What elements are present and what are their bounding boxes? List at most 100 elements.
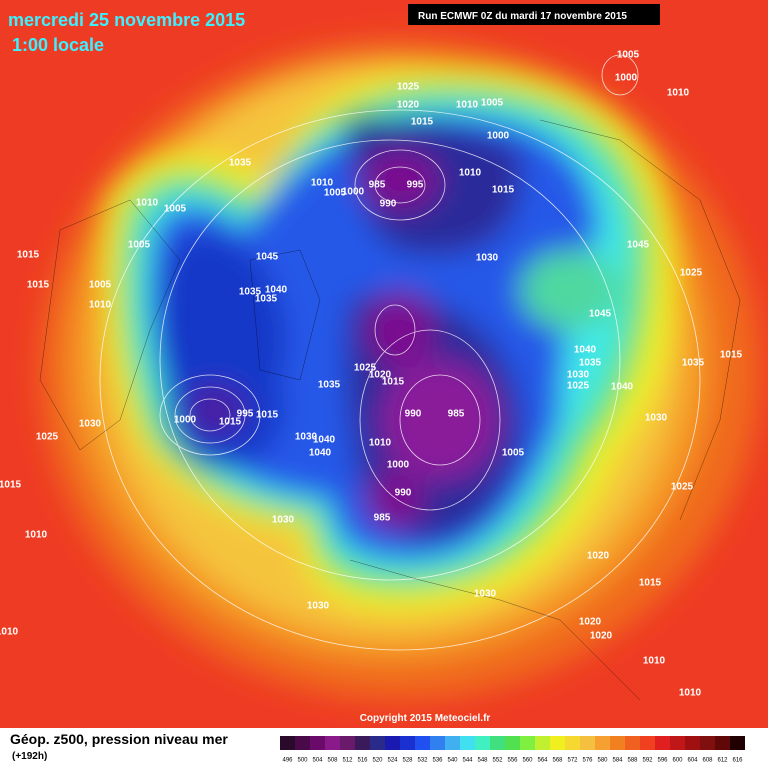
isobar-label: 1015 <box>0 480 22 491</box>
scale-label: 540 <box>447 758 458 764</box>
scale-swatch <box>370 736 385 750</box>
scale-label: 584 <box>612 758 623 764</box>
scale-label: 608 <box>702 758 713 764</box>
scale-label: 512 <box>342 758 353 764</box>
scale-swatch <box>670 736 685 750</box>
isobar-label: 1010 <box>679 688 702 699</box>
scale-swatch <box>580 736 595 750</box>
isobar-label: 1015 <box>382 377 405 388</box>
scale-swatch <box>640 736 655 750</box>
scale-swatch <box>520 736 535 750</box>
isobar-label: 1035 <box>682 358 705 369</box>
isobar-label: 1010 <box>0 627 19 638</box>
scale-label: 496 <box>282 758 293 764</box>
isobar-label: 1035 <box>255 294 278 305</box>
isobar-label: 1000 <box>174 415 197 426</box>
isobar-label: 1015 <box>492 185 515 196</box>
isobar-label: 1035 <box>229 158 252 169</box>
isobars <box>99 54 701 651</box>
scale-label: 532 <box>417 758 428 764</box>
isobar-label: 1030 <box>474 589 497 600</box>
isobar-label: 1010 <box>136 198 159 209</box>
isobar-label: 1005 <box>164 204 187 215</box>
scale-label: 592 <box>642 758 653 764</box>
isobar-label: 1035 <box>318 380 341 391</box>
isobar-label: 1010 <box>456 100 479 111</box>
isobar-label: 1000 <box>387 460 410 471</box>
isobar-label: 990 <box>380 199 397 210</box>
isobar-label: 985 <box>369 180 386 191</box>
isobar-label: 1015 <box>256 410 279 421</box>
scale-label: 544 <box>462 758 473 764</box>
map-time: 1:00 locale <box>12 35 104 55</box>
isobar-label: 1030 <box>272 515 295 526</box>
isobar-label: 1015 <box>639 578 662 589</box>
legend-title: Géop. z500, pression niveau mer <box>10 731 228 747</box>
scale-swatch <box>715 736 730 750</box>
scale-swatch <box>310 736 325 750</box>
scale-swatch <box>625 736 640 750</box>
isobar-label: 1010 <box>643 656 666 667</box>
field <box>40 40 760 700</box>
scale-swatch <box>460 736 475 750</box>
isobar-label: 1015 <box>17 250 40 261</box>
scale-swatch <box>385 736 400 750</box>
isobar-label: 1025 <box>567 381 590 392</box>
isobar-label: 1015 <box>720 350 743 361</box>
scale-label: 536 <box>432 758 443 764</box>
isobar-label: 1005 <box>502 448 525 459</box>
isobar-label: 1005 <box>128 240 151 251</box>
isobar-label: 1025 <box>397 82 420 93</box>
isobar-label: 990 <box>405 409 422 420</box>
isobar-label: 1015 <box>27 280 50 291</box>
scale-swatch <box>610 736 625 750</box>
scale-label: 524 <box>387 758 398 764</box>
scale-label: 520 <box>372 758 383 764</box>
scale-label: 600 <box>672 758 683 764</box>
scale-swatch <box>355 736 370 750</box>
isobar-label: 1045 <box>589 309 612 320</box>
scale-swatch <box>565 736 580 750</box>
isobar-label: 1025 <box>354 363 377 374</box>
isobar-label: 1005 <box>481 98 504 109</box>
isobar-label: 1035 <box>579 358 602 369</box>
scale-label: 556 <box>507 758 518 764</box>
isobar-label: 1015 <box>219 417 242 428</box>
isobar-label: 1020 <box>579 617 602 628</box>
color-scale: 496 500 504 508 512 516 520 524 528 532 536 540 544 5… <box>280 736 745 764</box>
scale-swatch <box>400 736 415 750</box>
scale-swatch <box>430 736 445 750</box>
isobar-label: 1010 <box>667 88 690 99</box>
isobar-label: 1010 <box>369 438 392 449</box>
scale-label: 612 <box>717 758 728 764</box>
scale-label: 508 <box>327 758 338 764</box>
scale-swatch <box>595 736 610 750</box>
scale-swatch <box>340 736 355 750</box>
isobar-label: 995 <box>407 180 424 191</box>
isobar-label: 1015 <box>411 117 434 128</box>
isobar-label: 1000 <box>342 187 365 198</box>
scale-label: 500 <box>297 758 308 764</box>
scale-label: 580 <box>597 758 608 764</box>
scale-swatch <box>685 736 700 750</box>
isobar-label: 1030 <box>307 601 330 612</box>
isobar-label: 1030 <box>476 253 499 264</box>
scale-label: 564 <box>537 758 548 764</box>
scale-swatch <box>655 736 670 750</box>
isobar-label: 985 <box>374 513 391 524</box>
legend-lead: (+192h) <box>12 751 47 762</box>
scale-label: 596 <box>657 758 668 764</box>
isobar-label: 995 <box>237 409 254 420</box>
isobar-label: 1025 <box>671 482 694 493</box>
scale-swatch <box>445 736 460 750</box>
scale-swatch <box>280 736 295 750</box>
scale-label: 616 <box>732 758 743 764</box>
scale-swatch <box>700 736 715 750</box>
isobar-label: 1040 <box>265 285 288 296</box>
isobar-label: 1005 <box>89 280 112 291</box>
scale-swatch <box>550 736 565 750</box>
scale-label: 552 <box>492 758 503 764</box>
